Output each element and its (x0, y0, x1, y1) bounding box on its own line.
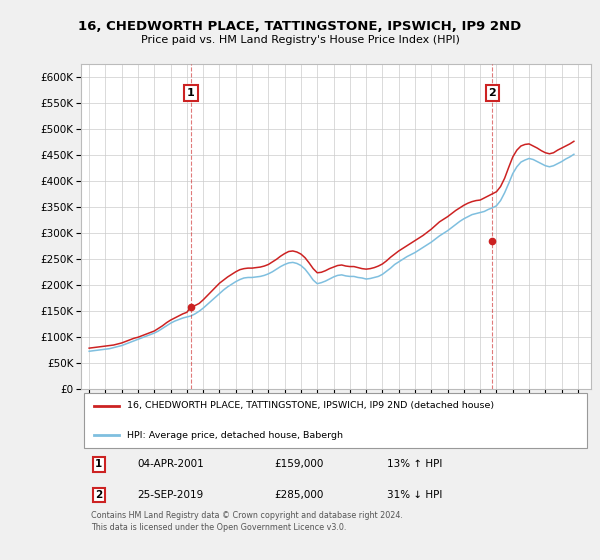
Text: 1: 1 (95, 459, 103, 469)
FancyBboxPatch shape (83, 393, 587, 449)
Text: £159,000: £159,000 (275, 459, 324, 469)
Text: 13% ↑ HPI: 13% ↑ HPI (387, 459, 442, 469)
Text: 16, CHEDWORTH PLACE, TATTINGSTONE, IPSWICH, IP9 2ND: 16, CHEDWORTH PLACE, TATTINGSTONE, IPSWI… (79, 20, 521, 32)
Text: Price paid vs. HM Land Registry's House Price Index (HPI): Price paid vs. HM Land Registry's House … (140, 35, 460, 45)
Text: 04-APR-2001: 04-APR-2001 (137, 459, 204, 469)
Text: HPI: Average price, detached house, Babergh: HPI: Average price, detached house, Babe… (127, 431, 343, 440)
Text: £285,000: £285,000 (275, 490, 324, 500)
Text: Contains HM Land Registry data © Crown copyright and database right 2024.
This d: Contains HM Land Registry data © Crown c… (91, 511, 403, 532)
Text: 31% ↓ HPI: 31% ↓ HPI (387, 490, 442, 500)
Text: 16, CHEDWORTH PLACE, TATTINGSTONE, IPSWICH, IP9 2ND (detached house): 16, CHEDWORTH PLACE, TATTINGSTONE, IPSWI… (127, 402, 494, 410)
Text: 2: 2 (488, 88, 496, 98)
Text: 25-SEP-2019: 25-SEP-2019 (137, 490, 203, 500)
Text: 1: 1 (187, 88, 195, 98)
Text: 2: 2 (95, 490, 103, 500)
